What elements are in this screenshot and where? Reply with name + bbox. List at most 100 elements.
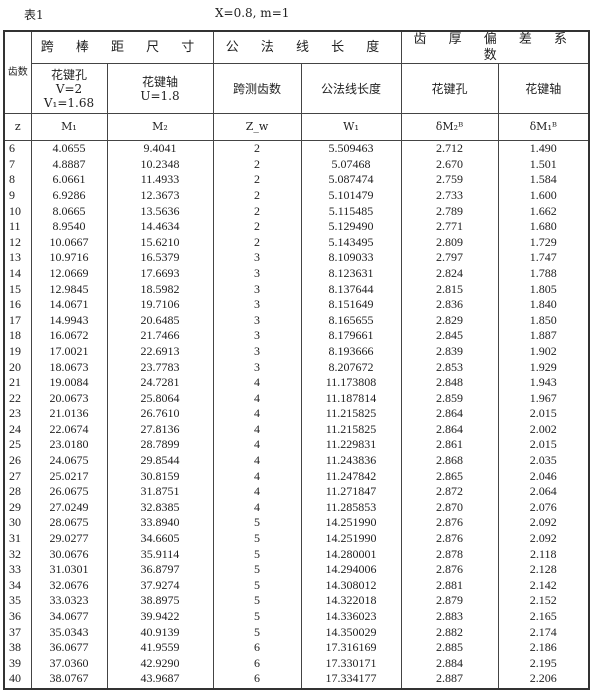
cell-m2: 36.8797 xyxy=(106,562,214,578)
cell-w1: 5.087474 xyxy=(300,172,402,188)
cell-m2: 28.7899 xyxy=(106,437,214,454)
cell-m2: 33.8940 xyxy=(106,515,214,532)
cell-dm1b: 1.850 xyxy=(497,312,590,329)
cell-z: 27 xyxy=(3,468,32,485)
cell-dm2b: 2.836 xyxy=(400,297,499,313)
cell-m1: 36.0677 xyxy=(30,640,108,656)
cell-w1: 5.115485 xyxy=(300,203,402,220)
cell-m2: 14.4634 xyxy=(106,219,214,235)
symbol-w1: W₁ xyxy=(300,113,402,142)
cell-m2: 32.8385 xyxy=(106,499,214,516)
cell-zw: 4 xyxy=(212,437,302,454)
cell-w1: 8.123631 xyxy=(300,265,402,282)
cell-w1: 5.07468 xyxy=(300,156,402,173)
table-row: 37 35.0343 40.9139 5 14.350029 2.882 2.174 xyxy=(3,624,590,641)
cell-w1: 17.316169 xyxy=(300,640,402,656)
cell-m2: 39.9422 xyxy=(106,609,214,625)
cell-m1: 23.0180 xyxy=(30,437,108,454)
cell-w1: 14.280001 xyxy=(300,546,402,563)
cell-zw: 2 xyxy=(212,187,302,204)
cell-dm1b: 2.064 xyxy=(497,484,590,500)
cell-w1: 11.247842 xyxy=(300,468,402,485)
cell-z: 20 xyxy=(3,359,32,376)
cell-w1: 17.334177 xyxy=(300,671,402,689)
symbol-dm2b: δM₂ᴮ xyxy=(400,113,499,142)
table-row: 19 17.0021 22.6913 3 8.193666 2.839 1.902 xyxy=(3,343,590,360)
cell-z: 17 xyxy=(3,312,32,329)
cell-z: 13 xyxy=(3,250,32,266)
cell-m2: 11.4933 xyxy=(106,172,214,188)
cell-w1: 8.109033 xyxy=(300,250,402,266)
shaft-u: U=1.8 xyxy=(140,88,180,103)
cell-z: 39 xyxy=(3,655,32,672)
table-row: 28 26.0675 31.8751 4 11.271847 2.872 2.064 xyxy=(3,484,590,500)
cell-m1: 21.0136 xyxy=(30,406,108,422)
cell-z: 31 xyxy=(3,531,32,547)
table-row: 31 29.0277 34.6605 5 14.251990 2.876 2.092 xyxy=(3,531,590,547)
cell-zw: 3 xyxy=(212,265,302,282)
cell-m1: 8.9540 xyxy=(30,219,108,235)
cell-dm1b: 1.747 xyxy=(497,250,590,266)
cell-dm1b: 2.174 xyxy=(497,624,590,641)
cell-m2: 37.9274 xyxy=(106,577,214,594)
cell-dm1b: 1.929 xyxy=(497,359,590,376)
table-row: 7 4.8887 10.2348 2 5.07468 2.670 1.501 xyxy=(3,156,590,173)
table-row: 29 27.0249 32.8385 4 11.285853 2.870 2.076 xyxy=(3,499,590,516)
cell-dm1b: 1.600 xyxy=(497,187,590,204)
cell-m1: 27.0249 xyxy=(30,499,108,516)
cell-dm2b: 2.864 xyxy=(400,406,499,422)
cell-m2: 35.9114 xyxy=(106,546,214,563)
cell-zw: 4 xyxy=(212,453,302,469)
table-row: 21 19.0084 24.7281 4 11.173808 2.848 1.943 xyxy=(3,375,590,391)
cell-w1: 5.143495 xyxy=(300,234,402,251)
cell-dm2b: 2.876 xyxy=(400,562,499,578)
cell-m1: 28.0675 xyxy=(30,515,108,532)
cell-dm1b: 2.142 xyxy=(497,577,590,594)
cell-zw: 2 xyxy=(212,219,302,235)
cell-z: 16 xyxy=(3,297,32,313)
cell-z: 7 xyxy=(3,156,32,173)
cell-w1: 8.179661 xyxy=(300,328,402,344)
cell-m2: 15.6210 xyxy=(106,234,214,251)
cell-zw: 6 xyxy=(212,655,302,672)
cell-dm1b: 2.015 xyxy=(497,406,590,422)
cell-dm1b: 2.118 xyxy=(497,546,590,563)
cell-zw: 2 xyxy=(212,140,302,157)
table-row: 18 16.0672 21.7466 3 8.179661 2.845 1.887 xyxy=(3,328,590,344)
cell-zw: 4 xyxy=(212,375,302,391)
cell-dm2b: 2.876 xyxy=(400,515,499,532)
cell-z: 34 xyxy=(3,577,32,594)
cell-m2: 42.9290 xyxy=(106,655,214,672)
cell-m1: 33.0323 xyxy=(30,593,108,609)
table-row: 15 12.9845 18.5982 3 8.137644 2.815 1.805 xyxy=(3,281,590,298)
cell-z: 8 xyxy=(3,172,32,188)
cell-m2: 23.7783 xyxy=(106,359,214,376)
header-shaft-over-pin: 花键轴 U=1.8 xyxy=(106,63,214,115)
cell-dm2b: 2.885 xyxy=(400,640,499,656)
cell-dm2b: 2.824 xyxy=(400,265,499,282)
cell-z: 38 xyxy=(3,640,32,656)
cell-w1: 14.322018 xyxy=(300,593,402,609)
cell-m1: 29.0277 xyxy=(30,531,108,547)
cell-dm1b: 2.046 xyxy=(497,468,590,485)
table-row: 33 31.0301 36.8797 5 14.294006 2.876 2.128 xyxy=(3,562,590,578)
cell-z: 35 xyxy=(3,593,32,609)
cell-z: 37 xyxy=(3,624,32,641)
cell-zw: 4 xyxy=(212,499,302,516)
cell-dm2b: 2.848 xyxy=(400,375,499,391)
cell-zw: 4 xyxy=(212,468,302,485)
table-row: 34 32.0676 37.9274 5 14.308012 2.881 2.142 xyxy=(3,577,590,594)
group-header-over-pin: 跨 棒 距 尺 寸 xyxy=(30,30,214,65)
symbol-dm1b: δM₁ᴮ xyxy=(497,113,590,142)
cell-m2: 27.8136 xyxy=(106,421,214,438)
table-row: 17 14.9943 20.6485 3 8.165655 2.829 1.850 xyxy=(3,312,590,329)
hole-title: 花键孔 xyxy=(50,67,87,82)
cell-m1: 19.0084 xyxy=(30,375,108,391)
cell-dm2b: 2.853 xyxy=(400,359,499,376)
table-row: 25 23.0180 28.7899 4 11.229831 2.861 2.015 xyxy=(3,437,590,454)
cell-z: 26 xyxy=(3,453,32,469)
cell-m2: 24.7281 xyxy=(106,375,214,391)
cell-dm2b: 2.670 xyxy=(400,156,499,173)
cell-w1: 8.207672 xyxy=(300,359,402,376)
cell-w1: 14.336023 xyxy=(300,609,402,625)
